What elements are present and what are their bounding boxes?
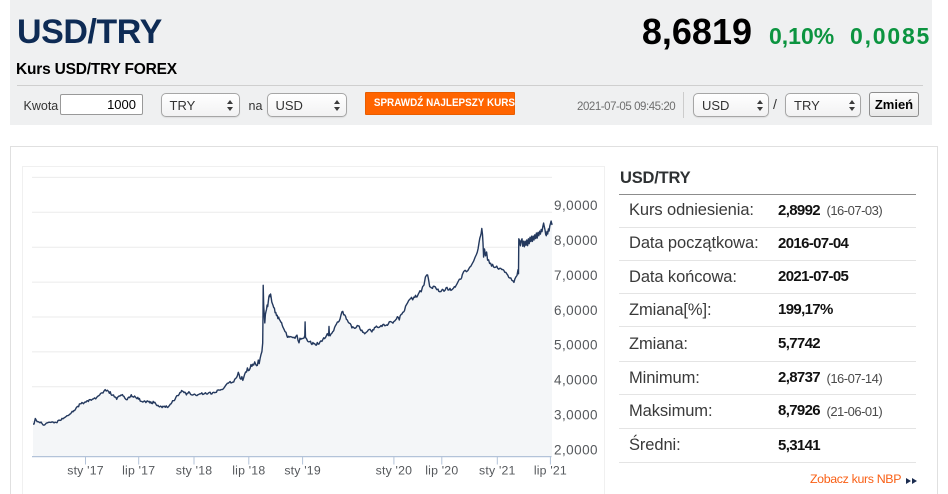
svg-text:sty '20: sty '20 [376,464,413,478]
svg-text:2,0000: 2,0000 [554,442,598,457]
svg-text:lip '20: lip '20 [425,464,458,478]
svg-text:4,0000: 4,0000 [554,373,598,388]
svg-text:lip '17: lip '17 [122,464,155,478]
svg-text:sty '21: sty '21 [479,464,516,478]
svg-text:sty '18: sty '18 [176,464,213,478]
svg-text:6,0000: 6,0000 [554,303,598,318]
svg-text:5,0000: 5,0000 [554,338,598,353]
svg-text:lip '18: lip '18 [232,464,265,478]
svg-text:7,0000: 7,0000 [554,268,598,283]
svg-text:lip '21: lip '21 [534,464,567,478]
svg-text:3,0000: 3,0000 [554,408,598,423]
svg-text:sty '17: sty '17 [67,464,104,478]
svg-text:9,0000: 9,0000 [554,198,598,213]
svg-text:8,0000: 8,0000 [554,233,598,248]
svg-text:sty '19: sty '19 [284,464,321,478]
